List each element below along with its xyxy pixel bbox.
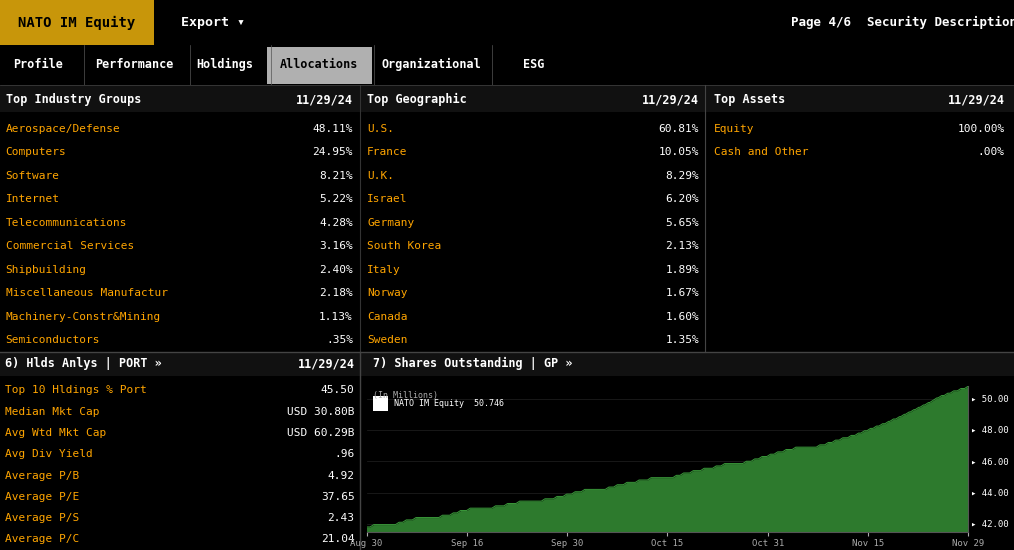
Text: ESG: ESG: [522, 58, 545, 71]
Text: Organizational: Organizational: [381, 58, 481, 71]
Text: Average P/S: Average P/S: [5, 513, 80, 523]
Text: (In Millions): (In Millions): [372, 390, 437, 399]
Text: Top Industry Groups: Top Industry Groups: [6, 94, 141, 106]
Text: Top Geographic: Top Geographic: [367, 94, 466, 107]
Text: 3.16%: 3.16%: [319, 241, 353, 251]
Text: 37.65: 37.65: [320, 492, 355, 502]
Text: 24.95%: 24.95%: [312, 147, 353, 157]
Text: Top Assets: Top Assets: [714, 94, 785, 106]
Text: Page 4/6: Page 4/6: [791, 16, 851, 29]
Text: Average P/B: Average P/B: [5, 470, 80, 481]
Text: Holdings: Holdings: [197, 58, 254, 71]
Text: Profile: Profile: [13, 58, 64, 71]
Text: 11/29/24: 11/29/24: [642, 94, 699, 106]
Text: Export ▾: Export ▾: [180, 16, 245, 29]
Text: 48.11%: 48.11%: [312, 124, 353, 134]
Bar: [705, 85, 1014, 112]
Text: 1.89%: 1.89%: [665, 265, 699, 275]
Text: Sweden: Sweden: [367, 336, 408, 345]
Text: Italy: Italy: [367, 265, 401, 275]
Text: 5.22%: 5.22%: [319, 194, 353, 205]
Text: Avg Wtd Mkt Cap: Avg Wtd Mkt Cap: [5, 428, 106, 438]
Bar: [372, 397, 387, 411]
Text: Telecommunications: Telecommunications: [6, 218, 127, 228]
Text: 7) Shares Outstanding | GP »: 7) Shares Outstanding | GP »: [373, 358, 573, 371]
Text: France: France: [367, 147, 408, 157]
Text: Aerospace/Defense: Aerospace/Defense: [6, 124, 121, 134]
Text: U.S.: U.S.: [367, 124, 394, 134]
Text: Allocations: Allocations: [280, 58, 359, 71]
Text: 4.92: 4.92: [328, 470, 355, 481]
Text: Avg Div Yield: Avg Div Yield: [5, 449, 93, 459]
Text: Semiconductors: Semiconductors: [6, 336, 100, 345]
Text: Security Description: ETF: Security Description: ETF: [852, 16, 1014, 29]
Text: Performance: Performance: [94, 58, 173, 71]
Text: .96: .96: [335, 449, 355, 459]
Bar: [267, 47, 372, 84]
Text: 2.13%: 2.13%: [665, 241, 699, 251]
Text: 1.67%: 1.67%: [665, 288, 699, 298]
Text: 8.29%: 8.29%: [665, 171, 699, 181]
Bar: [0, 85, 705, 112]
Text: 5.65%: 5.65%: [665, 218, 699, 228]
Text: 45.50: 45.50: [320, 386, 355, 395]
Text: 11/29/24: 11/29/24: [296, 94, 353, 106]
Text: .35%: .35%: [325, 336, 353, 345]
Text: Shipbuilding: Shipbuilding: [6, 265, 86, 275]
Text: 1.60%: 1.60%: [665, 312, 699, 322]
Text: 11/29/24: 11/29/24: [948, 94, 1005, 106]
Text: Average P/E: Average P/E: [5, 492, 80, 502]
Text: Equity: Equity: [714, 124, 754, 134]
Text: 4.28%: 4.28%: [319, 218, 353, 228]
Text: Commercial Services: Commercial Services: [6, 241, 134, 251]
Text: Computers: Computers: [6, 147, 66, 157]
Text: Internet: Internet: [6, 194, 60, 205]
Text: 8.21%: 8.21%: [319, 171, 353, 181]
Text: Machinery-Constr&Mining: Machinery-Constr&Mining: [6, 312, 161, 322]
Text: 1.13%: 1.13%: [319, 312, 353, 322]
Text: 2.18%: 2.18%: [319, 288, 353, 298]
Text: U.K.: U.K.: [367, 171, 394, 181]
Bar: [360, 352, 1014, 376]
Text: NATO IM Equity  50.746: NATO IM Equity 50.746: [393, 399, 504, 408]
Text: Miscellaneous Manufactur: Miscellaneous Manufactur: [6, 288, 167, 298]
Text: NATO IM Equity: NATO IM Equity: [18, 15, 136, 30]
Text: USD 30.80B: USD 30.80B: [287, 406, 355, 417]
Text: .00%: .00%: [977, 147, 1005, 157]
Text: 11/29/24: 11/29/24: [297, 358, 355, 370]
Text: 10.05%: 10.05%: [658, 147, 699, 157]
Text: 1.35%: 1.35%: [665, 336, 699, 345]
Text: 100.00%: 100.00%: [957, 124, 1005, 134]
Text: 6.20%: 6.20%: [665, 194, 699, 205]
Text: Germany: Germany: [367, 218, 415, 228]
Text: Israel: Israel: [367, 194, 408, 205]
Text: USD 60.29B: USD 60.29B: [287, 428, 355, 438]
Text: South Korea: South Korea: [367, 241, 441, 251]
Text: Top 10 Hldings % Port: Top 10 Hldings % Port: [5, 386, 147, 395]
Text: Cash and Other: Cash and Other: [714, 147, 808, 157]
Text: 2.40%: 2.40%: [319, 265, 353, 275]
Text: 6) Hlds Anlys | PORT »: 6) Hlds Anlys | PORT »: [5, 358, 162, 370]
Text: Canada: Canada: [367, 312, 408, 322]
Bar: [0, 0, 154, 45]
Text: 2.43: 2.43: [328, 513, 355, 523]
Text: Average P/C: Average P/C: [5, 535, 80, 544]
Text: Median Mkt Cap: Median Mkt Cap: [5, 406, 100, 417]
Bar: [0, 352, 360, 376]
Text: Software: Software: [6, 171, 60, 181]
Text: 60.81%: 60.81%: [658, 124, 699, 134]
Text: 21.04: 21.04: [320, 535, 355, 544]
Text: Norway: Norway: [367, 288, 408, 298]
